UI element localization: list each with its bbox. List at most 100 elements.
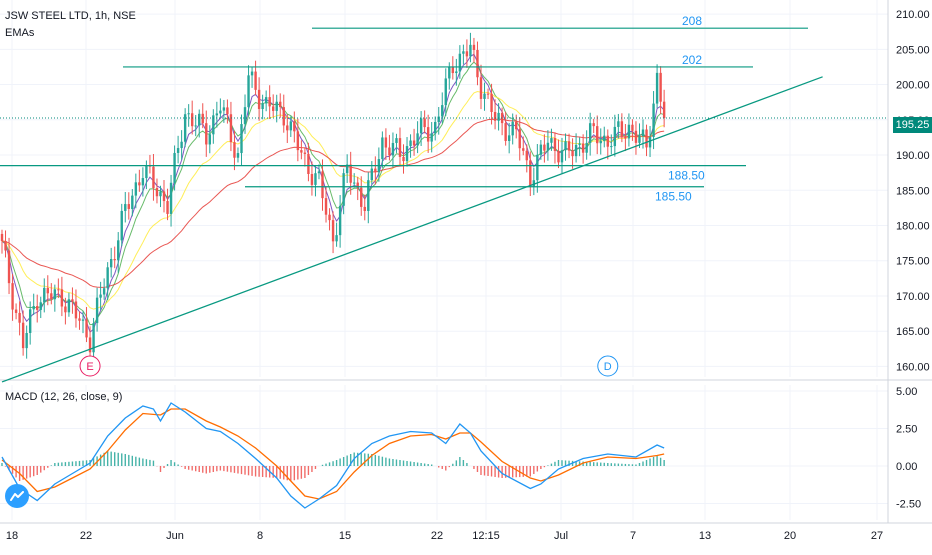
level-label-208: 208: [682, 14, 702, 28]
candle-body: [205, 123, 208, 145]
candle-body: [391, 142, 395, 156]
candle-body: [525, 150, 528, 161]
level-label-202: 202: [682, 53, 702, 67]
candle-body: [599, 140, 602, 144]
candle-body: [180, 141, 183, 149]
candle-body: [14, 309, 18, 313]
candle-body: [465, 51, 469, 57]
macd-line: [1, 402, 665, 509]
candle-body: [574, 144, 578, 157]
candle-body: [648, 136, 652, 148]
candle-body: [652, 103, 655, 137]
candle-body: [479, 77, 483, 99]
candle-body: [190, 113, 194, 127]
candle-body: [226, 107, 229, 115]
candle-body: [367, 180, 370, 211]
time-axis-label: 7: [630, 530, 636, 542]
candle-body: [257, 89, 261, 110]
candle-body: [578, 143, 581, 145]
time-axis-label: 8: [257, 530, 263, 542]
candle-body: [462, 51, 465, 54]
candle-body: [264, 97, 268, 104]
candle-body: [360, 187, 363, 207]
candle-body: [145, 165, 148, 179]
candle-body: [324, 198, 328, 215]
time-axis-label: 22: [80, 530, 92, 542]
candle-body: [557, 150, 560, 163]
candle-body: [169, 182, 173, 214]
candle-body: [518, 129, 521, 149]
time-axis-label: 20: [784, 530, 796, 542]
candle-body: [416, 133, 419, 146]
candle-body: [458, 53, 462, 72]
candle-body: [606, 135, 609, 147]
candle-body: [349, 164, 352, 183]
candle-body: [141, 178, 145, 186]
macd-axis-label: 0.00: [896, 461, 917, 473]
time-axis-label: Jul: [554, 530, 568, 542]
indicator-legend-emas[interactable]: EMAs: [5, 27, 35, 39]
candle-body: [102, 288, 106, 295]
candle-body: [57, 289, 60, 291]
candle-body: [631, 124, 634, 131]
candle-body: [81, 319, 85, 321]
candle-body: [43, 287, 46, 303]
candle-body: [233, 142, 236, 158]
candle-body: [511, 121, 514, 136]
price-axis-label: 210.00: [896, 9, 930, 21]
candle-body: [585, 142, 588, 153]
candle-body: [419, 118, 423, 134]
candle-body: [423, 118, 426, 128]
candle-body: [201, 113, 204, 124]
price-axis-label: 160.00: [896, 361, 930, 373]
candle-body: [497, 112, 500, 121]
candle-body: [610, 146, 613, 148]
candle-body: [50, 293, 53, 300]
indicator-legend-macd[interactable]: MACD (12, 26, close, 9): [5, 391, 123, 403]
candle-body: [338, 205, 342, 236]
candle-body: [159, 191, 162, 197]
candle-body: [500, 112, 504, 124]
candle-body: [194, 125, 197, 127]
candle-body: [486, 93, 490, 95]
event-marker-label-E: E: [86, 361, 93, 373]
candle-body: [173, 152, 176, 183]
candle-body: [448, 67, 451, 79]
price-axis-label: 185.00: [896, 185, 930, 197]
candle-body: [39, 302, 42, 310]
candle-body: [254, 71, 257, 90]
candle-body: [522, 148, 525, 151]
candle-body: [483, 93, 486, 99]
candle-body: [405, 146, 409, 162]
candle-body: [303, 152, 307, 154]
candle-body: [53, 289, 57, 300]
time-axis-label: 18: [6, 530, 18, 542]
candle-body: [307, 153, 310, 175]
candle-body: [131, 195, 134, 209]
candle-body: [282, 107, 285, 126]
candle-body: [261, 103, 264, 110]
candle-body: [166, 201, 169, 214]
tradingview-logo-icon[interactable]: [5, 484, 29, 508]
candle-body: [7, 250, 11, 284]
candle-body: [335, 235, 338, 242]
candle-body: [409, 140, 412, 147]
candle-body: [11, 283, 14, 310]
candle-body: [275, 101, 278, 111]
candle-body: [0, 233, 4, 241]
price-axis-label: 165.00: [896, 326, 930, 338]
candle-body: [247, 75, 250, 108]
candle-body: [109, 259, 113, 268]
candle-body: [571, 150, 574, 157]
price-axis-label: 170.00: [896, 291, 930, 303]
candle-body: [208, 134, 211, 145]
candle-body: [88, 337, 92, 353]
ema-50-line: [1, 118, 665, 288]
event-marker-label-D: D: [604, 361, 612, 373]
candle-body: [321, 171, 324, 199]
candle-body: [250, 71, 254, 76]
candle-body: [455, 71, 458, 74]
candle-body: [490, 93, 493, 112]
